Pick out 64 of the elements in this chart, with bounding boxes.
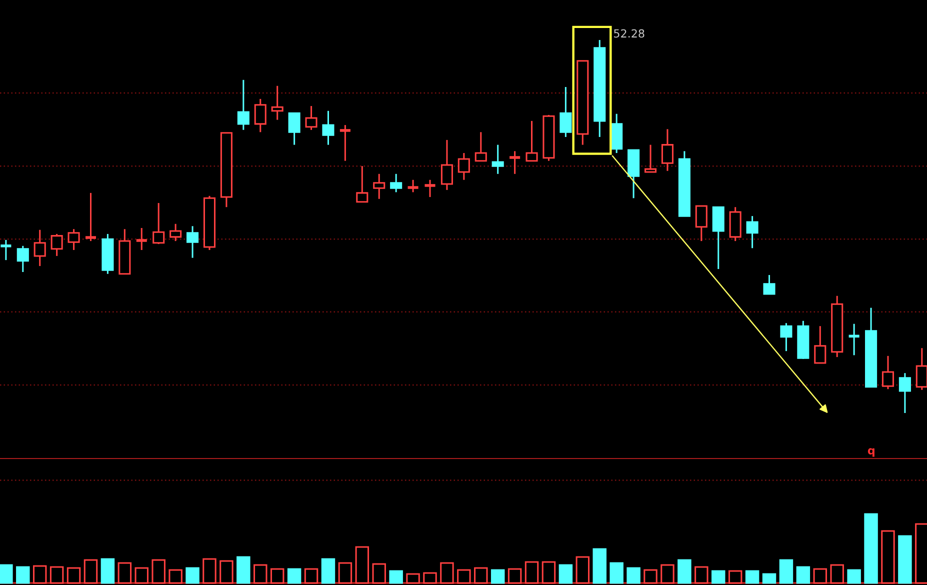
bar [830,564,844,584]
bar [864,513,878,584]
bar [0,564,13,584]
bar [779,559,794,584]
bar [423,572,437,584]
bar [644,569,658,584]
bar [50,566,64,584]
candlestick [34,229,46,267]
bar [660,564,674,584]
bar [202,558,216,584]
bar [490,569,505,584]
bar [389,570,403,584]
candlestick [271,85,284,121]
bar [100,558,115,584]
bar [711,570,726,584]
bar [592,548,606,584]
bar [881,530,895,584]
bar [626,567,640,584]
bar [694,566,708,584]
bar [610,562,624,584]
bar [524,561,539,584]
bar [270,568,284,584]
candlestick [847,323,861,356]
bar [762,573,776,584]
candlestick [440,139,453,191]
bar [287,568,302,584]
bar [16,566,30,584]
bar [32,565,47,584]
bar [355,546,370,584]
bar [678,559,692,584]
text: 52.28 [614,29,644,38]
bar [728,570,742,584]
bar [152,559,166,584]
candlestick [322,110,334,146]
candlestick [423,179,437,198]
bar [338,562,352,584]
bar [796,566,810,584]
bar [813,568,828,584]
bar [304,568,318,584]
bar [186,567,200,584]
bar [847,569,861,584]
bar [745,570,760,584]
bar [168,569,182,584]
candlestick [746,215,758,249]
bar [134,567,149,584]
bar [898,535,912,584]
bar [558,564,573,584]
text: q [868,448,874,457]
bar [220,560,234,584]
bar [321,558,336,584]
bar [440,562,454,584]
bar [508,568,522,584]
bar [474,567,488,584]
bar [254,564,268,584]
bar [542,561,556,584]
bar [66,567,81,584]
candlestick [237,79,250,131]
bar [236,556,250,584]
bar [84,559,98,584]
bar [406,573,420,584]
bar [576,556,590,584]
bar [118,562,132,584]
bar [457,569,471,584]
bar [372,563,386,584]
